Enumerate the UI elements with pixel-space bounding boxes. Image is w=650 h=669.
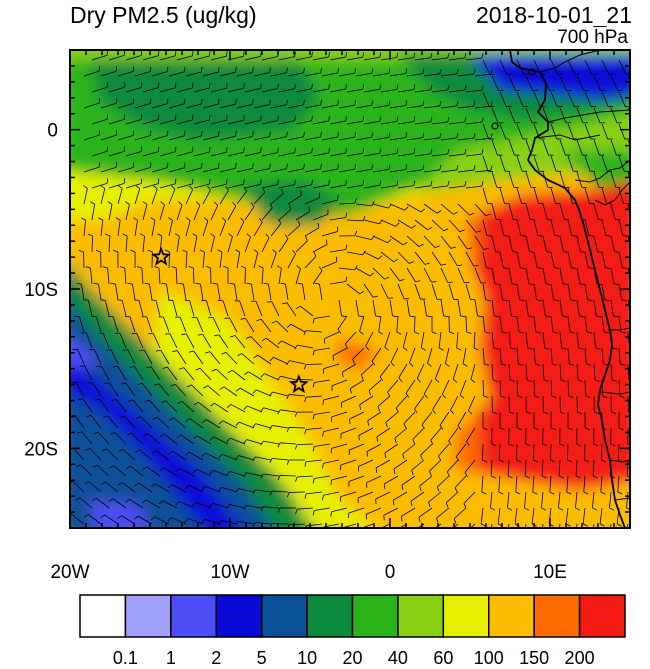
colorbar-swatch	[443, 595, 488, 637]
colorbar-swatch	[580, 595, 625, 637]
colorbar-label: 1	[166, 648, 176, 669]
colorbar-label: 150	[519, 648, 549, 669]
colorbar-swatch	[216, 595, 261, 637]
colorbar-label: 20	[342, 648, 362, 669]
colorbar-label: 100	[474, 648, 504, 669]
colorbar-swatch	[125, 595, 170, 637]
colorbar-label: 10	[297, 648, 317, 669]
latitude-labels: 0 10S 20S	[24, 121, 58, 461]
colorbar-swatch	[398, 595, 443, 637]
lat-label: 0	[47, 121, 58, 142]
lon-label: 0	[385, 562, 396, 583]
pm25-field	[60, 40, 640, 542]
longitude-labels: 20W 10W 0 10E	[50, 562, 566, 583]
lon-label: 10E	[533, 562, 567, 583]
colorbar	[80, 595, 625, 637]
lon-label: 10W	[210, 562, 249, 583]
colorbar-label: 5	[257, 648, 267, 669]
pressure-level-label: 700 hPa	[555, 27, 630, 49]
colorbar-swatch	[353, 595, 398, 637]
colorbar-label: 0.1	[113, 648, 138, 669]
colorbar-swatch	[489, 595, 534, 637]
colorbar-label: 40	[388, 648, 408, 669]
colorbar-label: 60	[433, 648, 453, 669]
lon-label: 20W	[50, 562, 89, 583]
colorbar-label: 2	[211, 648, 221, 669]
colorbar-label: 200	[565, 648, 595, 669]
lat-label: 20S	[24, 439, 58, 460]
colorbar-swatch	[534, 595, 579, 637]
colorbar-swatch	[307, 595, 352, 637]
colorbar-swatch	[80, 595, 125, 637]
lat-label: 10S	[24, 280, 58, 301]
colorbar-swatch	[171, 595, 216, 637]
colorbar-swatch	[262, 595, 307, 637]
